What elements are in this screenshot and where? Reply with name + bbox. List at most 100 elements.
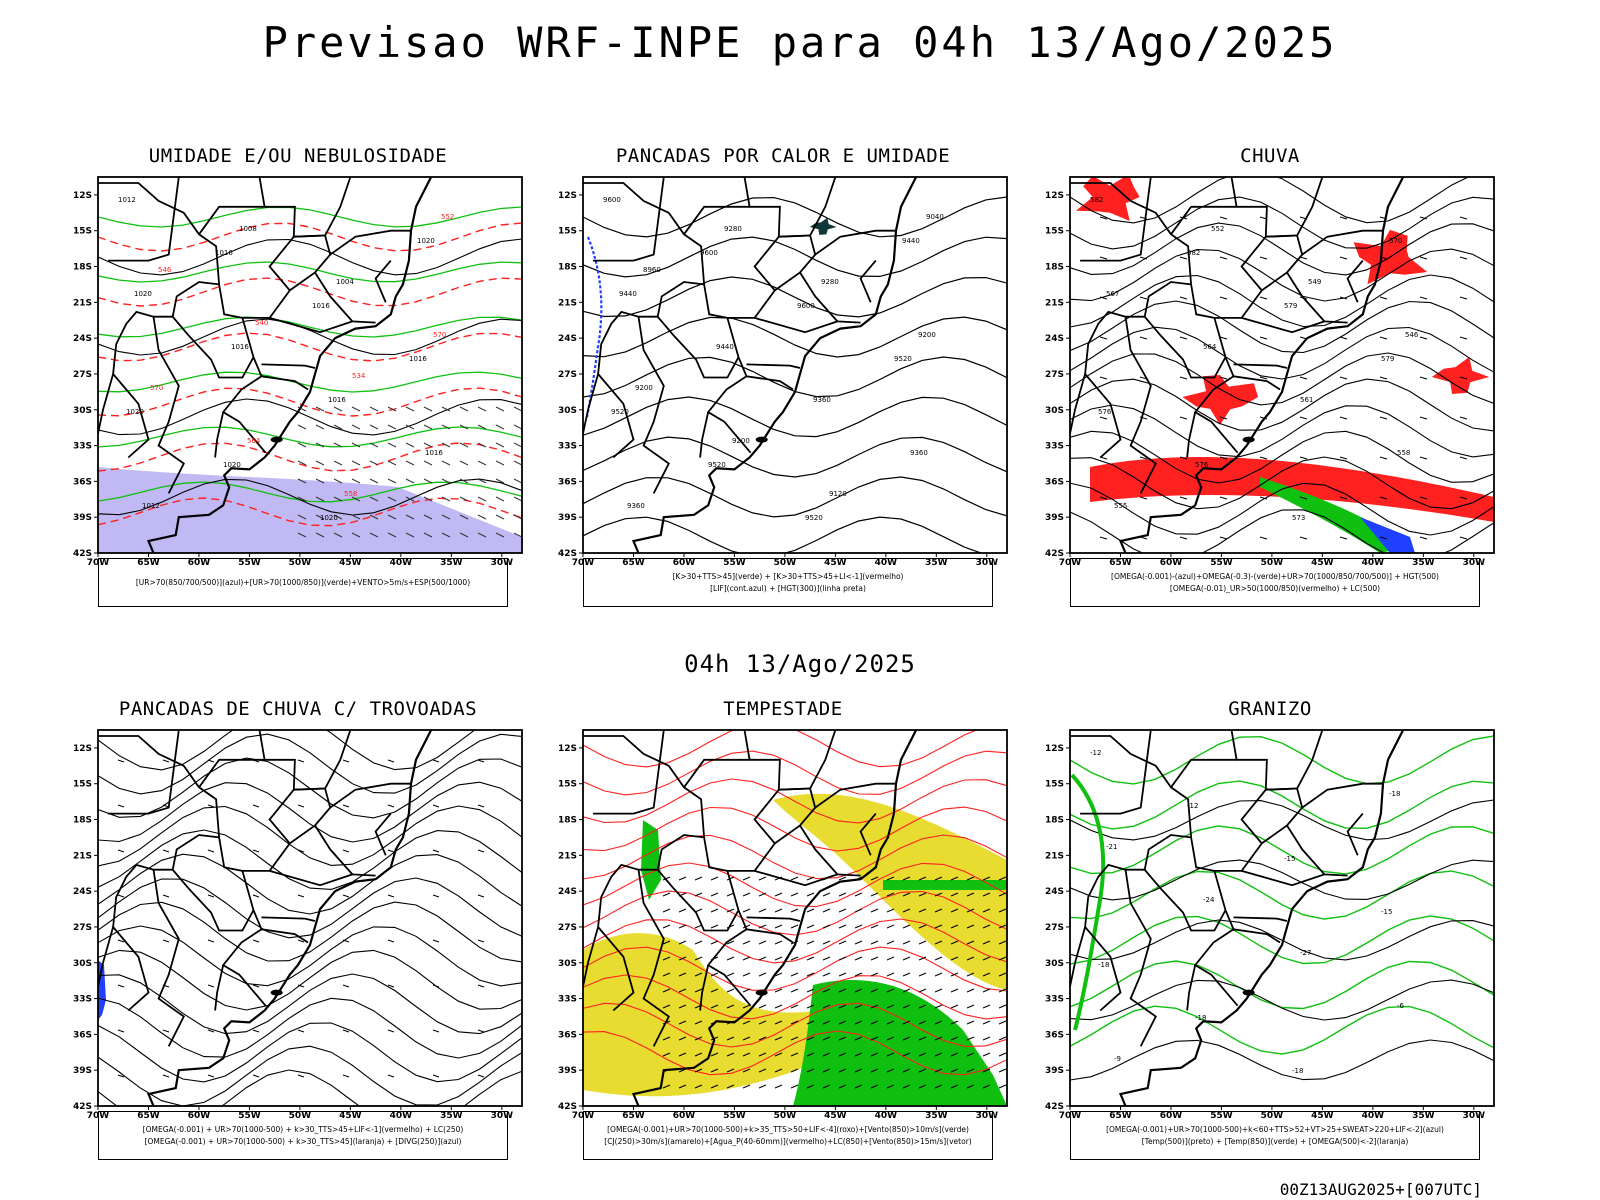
wind-vector xyxy=(710,988,719,993)
wind-vector xyxy=(678,1020,687,1025)
lon-label: 55W xyxy=(723,1111,746,1121)
lon-label: 45W xyxy=(1311,558,1334,568)
wind-vector xyxy=(838,924,847,929)
wind-vector xyxy=(1179,416,1188,420)
wind-vector xyxy=(790,1068,799,1073)
contour-label: 1012 xyxy=(142,502,160,510)
wind-vector xyxy=(758,1052,767,1057)
wind-vector xyxy=(1339,536,1348,540)
state-border xyxy=(1124,869,1157,1047)
panel-title: PANCADAS POR CALOR E UMIDADE xyxy=(615,145,951,167)
wind-vector xyxy=(432,849,440,853)
wind-vector xyxy=(710,940,719,945)
wind-vector xyxy=(822,1084,831,1089)
wind-vector xyxy=(459,406,469,412)
wind-vector xyxy=(758,908,767,913)
wind-vector xyxy=(1339,216,1348,220)
wind-vector xyxy=(315,442,325,448)
wind-vector xyxy=(710,956,719,961)
wind-vector xyxy=(870,1052,879,1057)
wind-vector xyxy=(342,1029,350,1033)
wind-vector xyxy=(918,1052,927,1057)
contour-line xyxy=(583,974,1007,1020)
wind-vector xyxy=(662,908,671,913)
wind-vector xyxy=(758,924,767,929)
wind-vector xyxy=(678,972,687,977)
wind-vector xyxy=(117,984,125,988)
coastline xyxy=(1118,177,1405,553)
lat-label: 21S xyxy=(558,298,577,308)
caption-line: [Temp(500)](preto) + [Temp(850)](verde) … xyxy=(1141,1136,1409,1146)
wind-vector xyxy=(477,496,487,502)
lat-label: 24S xyxy=(558,334,577,344)
contour-label: 1020 xyxy=(126,408,144,416)
wind-vector xyxy=(477,759,485,763)
contour-label: 9200 xyxy=(732,437,750,445)
lon-label: 50W xyxy=(1261,1111,1284,1121)
wind-vector xyxy=(1259,216,1268,220)
state-border xyxy=(112,373,150,459)
wind-vector xyxy=(662,1084,671,1089)
contour-line xyxy=(1070,780,1494,830)
wind-vector xyxy=(333,406,343,412)
state-border xyxy=(1301,229,1383,256)
wind-vector xyxy=(423,532,433,538)
wind-vector xyxy=(950,892,959,897)
wind-vector xyxy=(886,1084,895,1089)
map-frame xyxy=(97,729,523,1107)
wind-vector xyxy=(966,940,975,945)
wind-vector xyxy=(694,892,703,897)
wind-vector xyxy=(1459,536,1468,540)
state-border xyxy=(258,730,352,791)
contour-label: 1016 xyxy=(328,396,346,404)
wind-vector xyxy=(1299,296,1308,300)
wind-vector xyxy=(982,924,991,929)
wind-vector xyxy=(806,988,815,993)
state-border xyxy=(1301,782,1383,809)
lon-label: 50W xyxy=(289,1111,312,1121)
lat-label: 30S xyxy=(73,406,92,416)
wind-vector xyxy=(297,496,307,502)
contour-label: 546 xyxy=(158,266,172,274)
contour-line xyxy=(583,778,1007,824)
wind-vector xyxy=(297,442,307,448)
wind-vector xyxy=(726,972,735,977)
wind-vector xyxy=(950,1036,959,1041)
contour-label: 9520 xyxy=(611,408,629,416)
contour-label: -18 xyxy=(1389,790,1400,798)
lat-label: 18S xyxy=(1045,263,1064,273)
wind-vector xyxy=(854,1020,863,1025)
wind-vector xyxy=(678,924,687,929)
wind-vector xyxy=(1099,416,1108,420)
wind-vector xyxy=(662,892,671,897)
wind-vector xyxy=(252,939,260,943)
contour-label: 1016 xyxy=(215,249,233,257)
wind-vector xyxy=(1419,456,1428,460)
lat-label: 33S xyxy=(558,995,577,1005)
contour-line xyxy=(98,1069,522,1106)
wind-vector xyxy=(1379,456,1388,460)
wind-vector xyxy=(459,478,469,484)
wind-vector xyxy=(423,478,433,484)
wind-vector xyxy=(790,940,799,945)
lat-label: 42S xyxy=(1045,1102,1064,1112)
state-border xyxy=(112,926,150,1012)
contour-line xyxy=(583,396,1007,438)
contour-label: -27 xyxy=(1300,949,1311,957)
contour-label: 9200 xyxy=(918,331,936,339)
wind-vector xyxy=(1379,376,1388,380)
wind-vector xyxy=(1179,456,1188,460)
lat-label: 24S xyxy=(73,887,92,897)
wind-vector xyxy=(710,924,719,929)
wind-vector xyxy=(790,908,799,913)
contour-line xyxy=(98,901,522,963)
wind-vector xyxy=(207,759,215,763)
wind-vector xyxy=(162,939,170,943)
coastline xyxy=(631,730,918,1106)
map-frame xyxy=(1069,729,1495,1107)
contour-label: 9600 xyxy=(700,249,718,257)
wind-vector xyxy=(678,988,687,993)
wind-vector xyxy=(742,1052,751,1057)
contour-line xyxy=(1070,915,1494,965)
wind-vector xyxy=(966,1084,975,1089)
